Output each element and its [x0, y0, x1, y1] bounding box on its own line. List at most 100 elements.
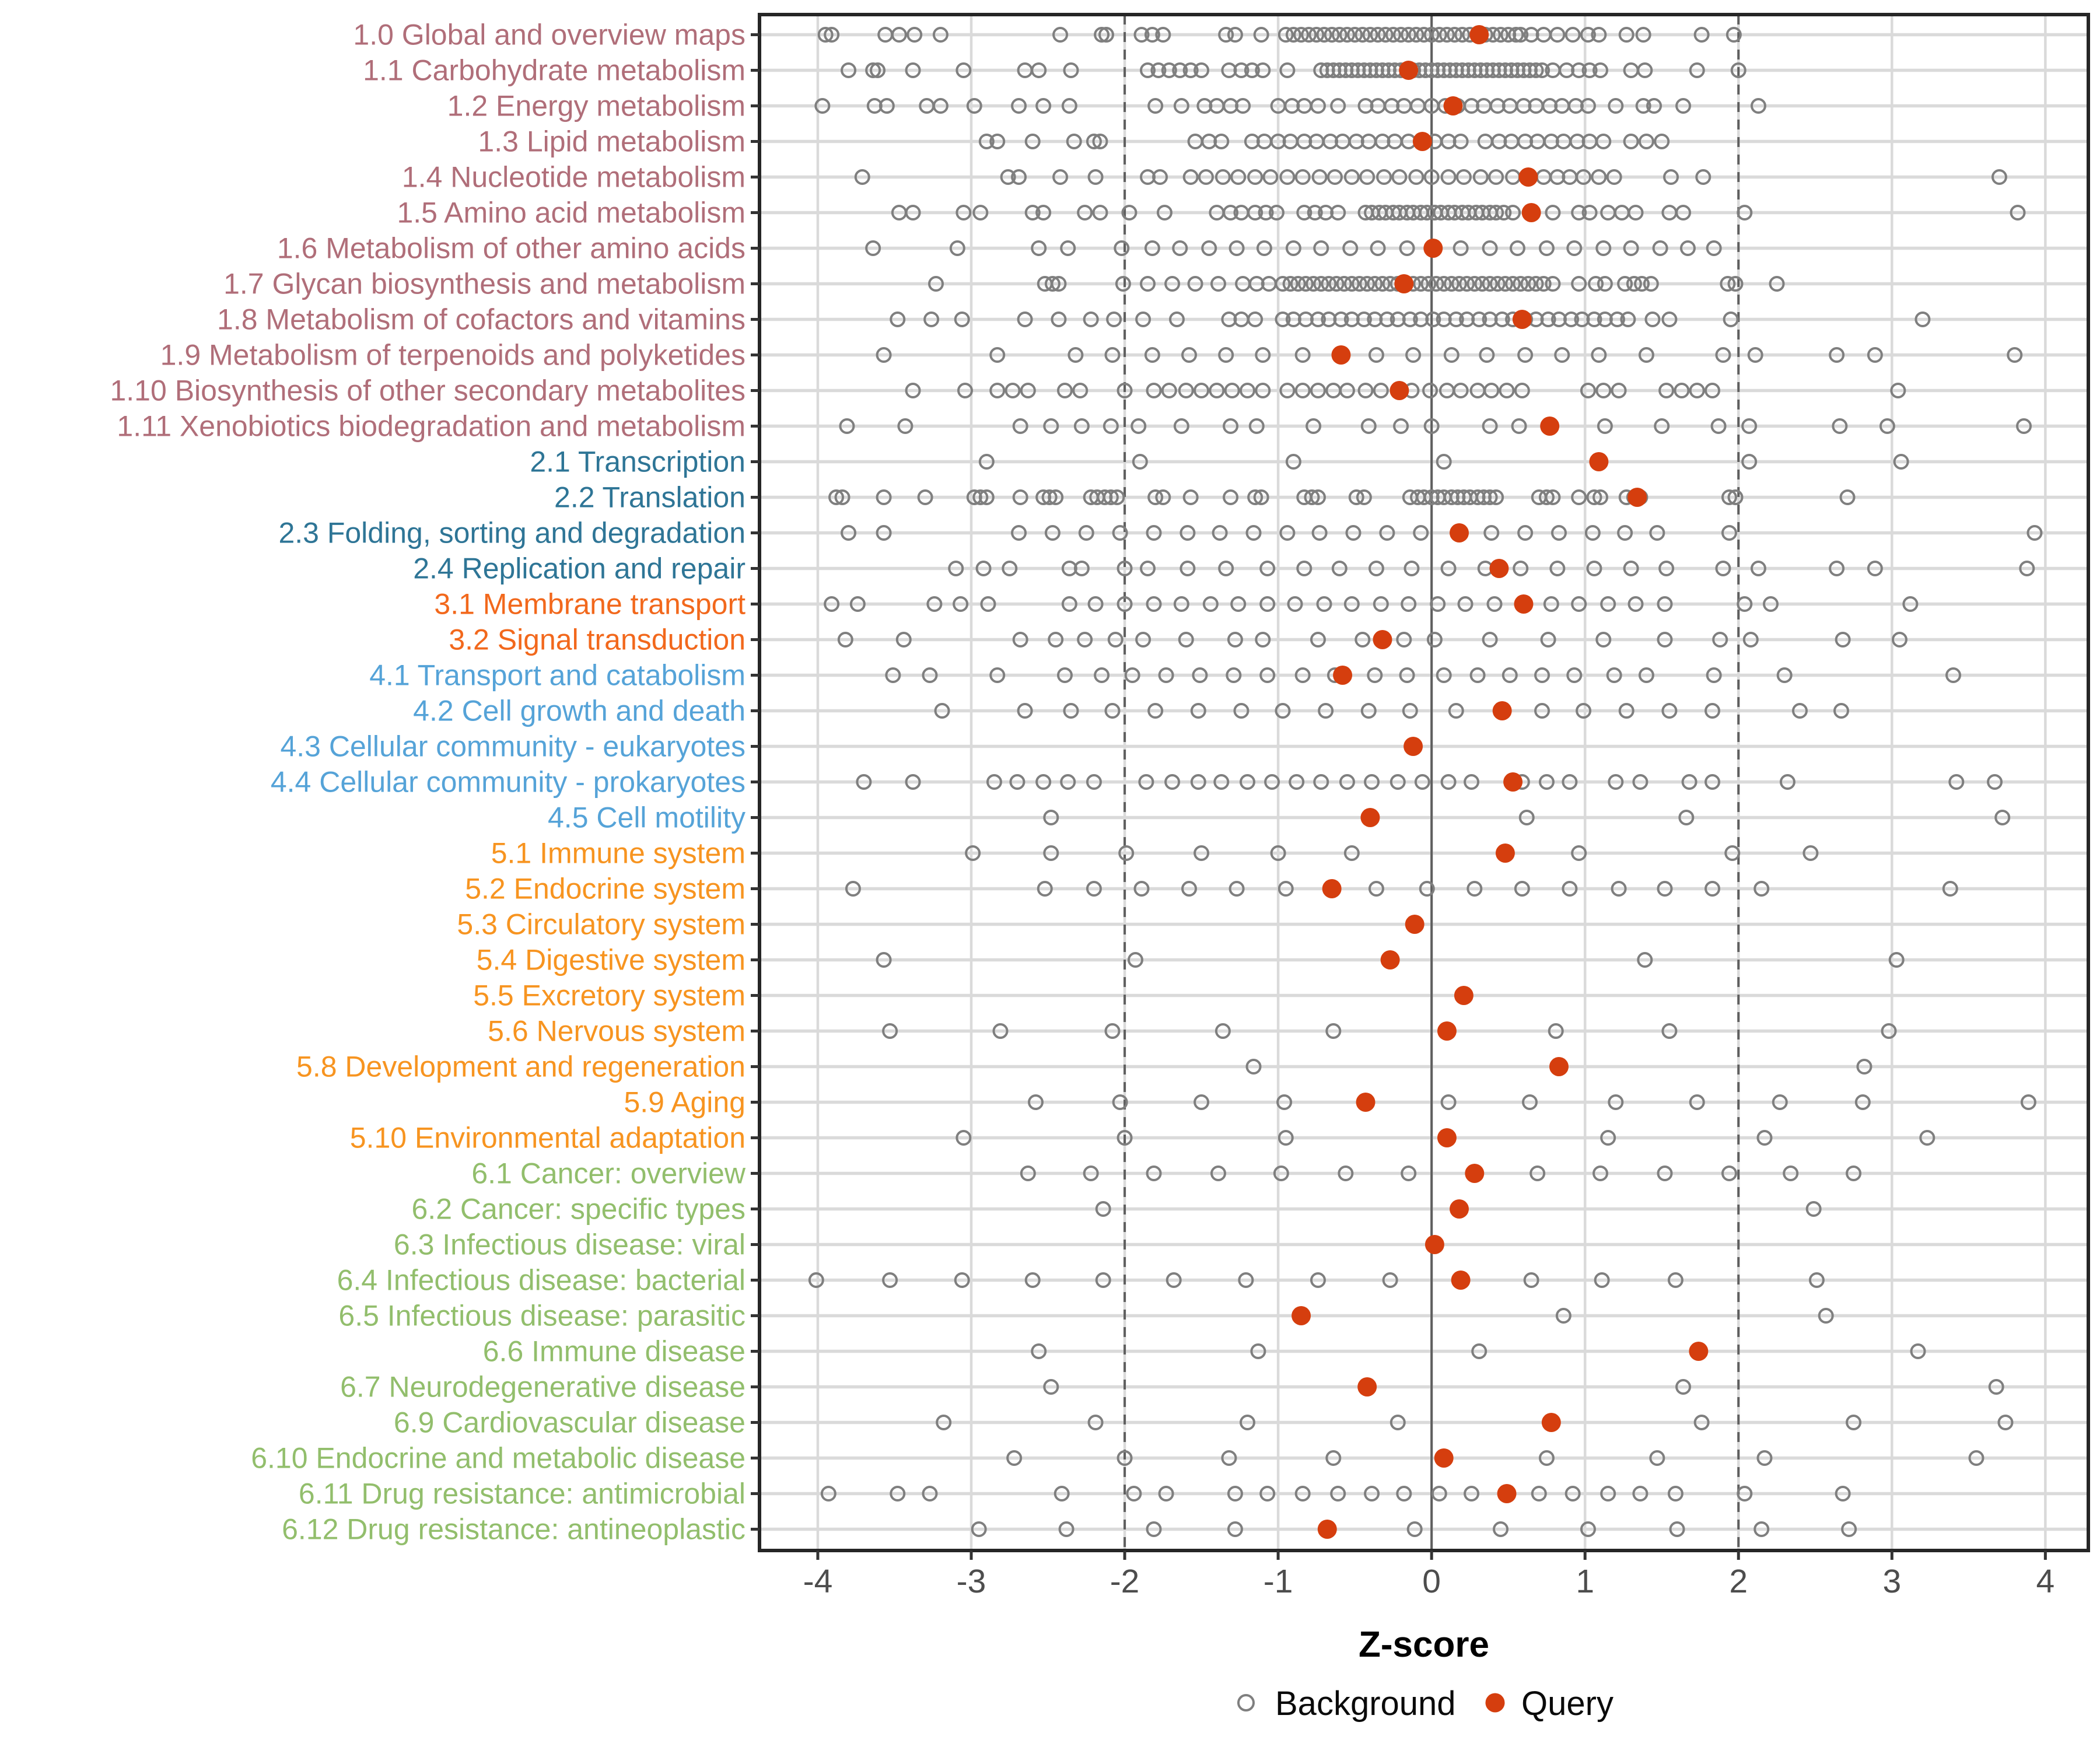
background-point	[849, 596, 866, 612]
query-point	[1331, 345, 1351, 365]
background-point	[1060, 774, 1076, 790]
background-point	[1356, 489, 1372, 505]
background-point	[1580, 1521, 1596, 1537]
background-point	[1390, 774, 1406, 790]
background-point	[1776, 667, 1793, 683]
background-point	[1224, 383, 1240, 398]
background-point	[1454, 27, 1471, 43]
background-point	[1667, 1272, 1684, 1288]
background-point	[1308, 27, 1325, 43]
background-point	[1994, 810, 2011, 825]
background-point	[1058, 1521, 1074, 1537]
background-point	[1591, 169, 1607, 185]
query-point	[1454, 986, 1474, 1005]
background-point	[1452, 383, 1469, 398]
background-point	[1737, 205, 1753, 220]
background-point	[1213, 134, 1230, 149]
y-axis-label: 3.2 Signal transduction	[449, 624, 746, 656]
background-point	[1377, 27, 1394, 43]
background-point	[1769, 276, 1785, 292]
background-point	[1367, 667, 1383, 683]
background-point	[1405, 347, 1422, 363]
background-point	[1024, 134, 1041, 149]
background-point	[1250, 1343, 1266, 1359]
background-point	[1214, 169, 1231, 185]
background-point	[1545, 276, 1561, 292]
y-axis-label: 1.4 Nucleotide metabolism	[402, 161, 746, 194]
background-point	[1628, 596, 1644, 612]
background-point	[1893, 454, 1909, 470]
background-point	[1945, 667, 1962, 683]
background-point	[1772, 1094, 1788, 1110]
background-point	[1482, 418, 1498, 434]
background-point	[1689, 1094, 1705, 1110]
background-point	[1073, 418, 1090, 434]
background-point	[1750, 98, 1766, 114]
background-point	[1060, 240, 1076, 256]
x-axis-ticks	[816, 1550, 2047, 1560]
background-point	[1043, 810, 1059, 825]
background-point	[1330, 1486, 1346, 1502]
background-point	[1011, 525, 1027, 541]
background-point	[1031, 1343, 1047, 1359]
background-point	[1997, 1415, 2014, 1430]
y-axis-label: 4.2 Cell growth and death	[413, 695, 746, 727]
background-point	[1678, 810, 1695, 825]
background-point	[1035, 205, 1052, 220]
background-point	[1226, 667, 1242, 683]
background-point	[1114, 240, 1130, 256]
background-point	[817, 27, 834, 43]
query-point	[1589, 452, 1609, 471]
background-point	[1354, 632, 1371, 648]
background-point	[1328, 276, 1345, 292]
background-point	[1146, 525, 1162, 541]
background-point	[1571, 62, 1587, 78]
background-point	[1132, 454, 1148, 470]
background-point	[1235, 98, 1251, 114]
background-point	[1121, 205, 1138, 220]
background-point	[1221, 1450, 1237, 1466]
background-point	[1052, 169, 1069, 185]
background-point	[1279, 383, 1296, 398]
background-point	[1626, 276, 1642, 292]
x-tick-label: -3	[957, 1563, 986, 1600]
background-point	[1239, 383, 1255, 398]
background-point	[1846, 1415, 1862, 1430]
y-axis-label: 1.9 Metabolism of terpenoids and polyket…	[160, 339, 746, 372]
background-point	[1285, 27, 1301, 43]
query-point	[1405, 915, 1424, 934]
background-point	[1202, 596, 1219, 612]
background-point	[1063, 703, 1079, 719]
background-point	[954, 312, 970, 327]
background-point	[1102, 418, 1119, 434]
background-point	[1054, 1486, 1070, 1502]
background-point	[1343, 169, 1360, 185]
background-point	[1116, 1130, 1133, 1146]
background-point	[1352, 276, 1368, 292]
background-point	[989, 383, 1006, 398]
background-point	[1083, 312, 1099, 327]
y-axis-label: 6.5 Infectious disease: parasitic	[338, 1300, 746, 1332]
background-point	[1313, 276, 1329, 292]
y-axis-label: 5.6 Nervous system	[488, 1015, 746, 1048]
background-point	[1218, 347, 1234, 363]
background-point	[1144, 347, 1160, 363]
y-axis-label: 5.9 Aging	[624, 1086, 746, 1119]
background-point	[1695, 169, 1712, 185]
background-point	[1611, 881, 1627, 897]
query-point	[1514, 594, 1534, 614]
background-point	[1518, 810, 1535, 825]
y-axis-label: 5.1 Immune system	[491, 837, 746, 870]
background-point	[882, 1023, 898, 1039]
background-point	[957, 383, 973, 398]
x-tick-label: 3	[1882, 1563, 1901, 1600]
query-point	[1357, 1377, 1377, 1396]
y-axis-label: 1.0 Global and overview maps	[353, 19, 746, 51]
background-point	[1112, 525, 1128, 541]
background-point	[1591, 347, 1607, 363]
background-point	[1414, 774, 1430, 790]
background-point	[1258, 205, 1274, 220]
background-point	[1987, 774, 2003, 790]
background-point	[1181, 881, 1198, 897]
background-point	[1253, 489, 1269, 505]
